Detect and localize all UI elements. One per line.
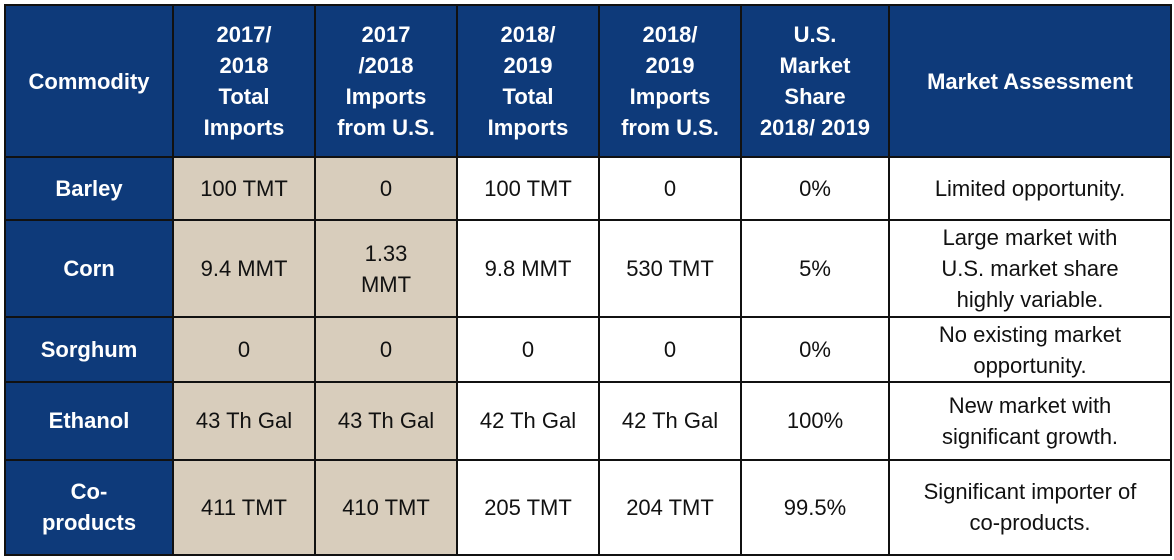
- commodity-cell: Sorghum: [4, 316, 174, 384]
- us-imports-2018-2019-cell-line: 0: [663, 337, 677, 363]
- table-row: Ethanol 43 Th Gal 43 Th Gal 42 Th Gal 42 Th …: [4, 381, 1172, 461]
- us-imports-2017-2018-cell-line: 43 Th Gal: [337, 408, 435, 434]
- market-assessment-cell-line: Limited opportunity.: [934, 175, 1126, 201]
- market-assessment-cell: No existing market opportunity.: [888, 316, 1172, 384]
- market-assessment-cell-line: Significant importer of: [923, 479, 1137, 505]
- us-imports-2017-2018-cell: 0: [314, 156, 458, 221]
- us-imports-2018-2019-cell: 204 TMT: [598, 458, 742, 557]
- us-imports-2018-2019-cell-line: 204 TMT: [626, 494, 714, 520]
- total-imports-2017-2018-cell: 100 TMT: [172, 156, 316, 221]
- us-imports-2017-2018-cell: 0: [314, 316, 458, 384]
- total-imports-2017-2018-cell-line: 411 TMT: [201, 494, 287, 520]
- commodity-cell: Barley: [4, 156, 174, 221]
- total-imports-2018-2019-cell: 0: [456, 316, 600, 384]
- total-imports-2018-2019-cell-line: 42 Th Gal: [479, 408, 577, 434]
- total-imports-2017-2018-cell-line: 9.4 MMT: [200, 256, 288, 282]
- us-imports-2017-2018-cell: 410 TMT: [314, 458, 458, 557]
- us-imports-2018-2019-cell-line: 0: [663, 175, 677, 201]
- header-us-imports-2018-2019: 2018/ 2019 Imports from U.S.: [598, 4, 742, 158]
- total-imports-2018-2019-cell-line: 9.8 MMT: [484, 256, 572, 282]
- market-assessment-cell-line: U.S. market share: [941, 256, 1119, 282]
- us-imports-2017-2018-cell-line: 1.33: [364, 240, 408, 266]
- commodity-cell: Co-products: [4, 458, 174, 557]
- total-imports-2018-2019-cell: 205 TMT: [456, 458, 600, 557]
- table-row: Co-products 411 TMT 410 TMT 205 TMT 204 TMT 9…: [4, 458, 1172, 557]
- us-imports-2018-2019-cell: 0: [598, 156, 742, 221]
- us-market-share-cell-line: 99.5%: [783, 494, 847, 520]
- us-imports-2017-2018-cell-line: MMT: [360, 271, 412, 297]
- total-imports-2018-2019-cell-line: 0: [521, 337, 535, 363]
- total-imports-2017-2018-cell-line: 0: [237, 337, 251, 363]
- header-us-market-share: U.S. Market Share 2018/ 2019: [740, 4, 890, 158]
- commodity-cell: Corn: [4, 218, 174, 319]
- header-market-assessment: Market Assessment: [888, 4, 1172, 158]
- us-imports-2017-2018-cell-line: 410 TMT: [342, 494, 430, 520]
- total-imports-2018-2019-cell: 42 Th Gal: [456, 381, 600, 461]
- market-assessment-cell: Limited opportunity.: [888, 156, 1172, 221]
- total-imports-2017-2018-cell-line: 43 Th Gal: [195, 408, 293, 434]
- commodity-cell-line: Corn: [63, 256, 115, 282]
- total-imports-2018-2019-cell: 9.8 MMT: [456, 218, 600, 319]
- table-row: Sorghum 0 0 0 0 0% No existing market opportuni…: [4, 316, 1172, 384]
- total-imports-2018-2019-cell-line: 205 TMT: [484, 494, 572, 520]
- market-assessment-cell-line: New market with: [948, 392, 1112, 418]
- market-assessment-cell: Large market with U.S. market share highly…: [888, 218, 1172, 319]
- commodity-cell-line: Barley: [55, 175, 123, 201]
- commodity-cell-line: Sorghum: [40, 337, 138, 363]
- market-assessment-cell: New market with significant growth.: [888, 381, 1172, 461]
- us-market-share-cell: 99.5%: [740, 458, 890, 557]
- market-assessment-cell-line: Large market with: [942, 225, 1118, 251]
- us-market-share-cell-line: 5%: [799, 256, 831, 282]
- us-imports-2018-2019-cell: 0: [598, 316, 742, 384]
- header-us-imports-2017-2018: 2017 /2018 Imports from U.S.: [314, 4, 458, 158]
- us-market-share-cell: 0%: [740, 156, 890, 221]
- market-assessment-cell-line: highly variable.: [956, 287, 1104, 313]
- total-imports-2017-2018-cell: 0: [172, 316, 316, 384]
- us-market-share-cell: 0%: [740, 316, 890, 384]
- market-assessment-cell-line: significant growth.: [941, 423, 1119, 449]
- us-imports-2018-2019-cell-line: 42 Th Gal: [621, 408, 719, 434]
- market-assessment-cell-line: No existing market: [938, 321, 1122, 347]
- total-imports-2017-2018-cell-line: 100 TMT: [200, 175, 288, 201]
- header-total-imports-2017-2018: 2017/ 2018 Total Imports: [172, 4, 316, 158]
- commodity-cell-line: products: [41, 510, 137, 536]
- market-assessment-cell-line: co-products.: [969, 510, 1091, 536]
- market-assessment-cell: Significant importer of co-products.: [888, 458, 1172, 557]
- us-market-share-cell-line: 0%: [799, 175, 831, 201]
- us-imports-2018-2019-cell: 42 Th Gal: [598, 381, 742, 461]
- total-imports-2017-2018-cell: 43 Th Gal: [172, 381, 316, 461]
- us-imports-2018-2019-cell-line: 530 TMT: [626, 256, 714, 282]
- us-market-share-cell-line: 100%: [786, 408, 844, 434]
- us-imports-2017-2018-cell-line: 0: [379, 337, 393, 363]
- us-imports-2017-2018-cell: 43 Th Gal: [314, 381, 458, 461]
- commodity-cell-line: Co-: [70, 479, 108, 505]
- total-imports-2017-2018-cell: 411 TMT: [172, 458, 316, 557]
- table-row: Barley 100 TMT 0 100 TMT 0 0% Limited opportun…: [4, 156, 1172, 221]
- market-assessment-cell-line: opportunity.: [973, 352, 1087, 378]
- header-commodity: Commodity: [4, 4, 174, 158]
- commodity-cell-line: Ethanol: [48, 408, 130, 434]
- header-row: Commodity 2017/ 2018 Total Imports 2017 …: [4, 4, 1172, 158]
- us-market-share-cell: 5%: [740, 218, 890, 319]
- us-imports-2017-2018-cell-line: 0: [379, 175, 393, 201]
- us-market-share-cell-line: 0%: [799, 337, 831, 363]
- total-imports-2018-2019-cell-line: 100 TMT: [484, 175, 572, 201]
- us-imports-2017-2018-cell: 1.33 MMT: [314, 218, 458, 319]
- total-imports-2017-2018-cell: 9.4 MMT: [172, 218, 316, 319]
- commodity-cell: Ethanol: [4, 381, 174, 461]
- us-imports-2018-2019-cell: 530 TMT: [598, 218, 742, 319]
- total-imports-2018-2019-cell: 100 TMT: [456, 156, 600, 221]
- commodity-imports-table: Commodity 2017/ 2018 Total Imports 2017 …: [4, 4, 1172, 557]
- header-total-imports-2018-2019: 2018/ 2019 Total Imports: [456, 4, 600, 158]
- table-body: Barley 100 TMT 0 100 TMT 0 0% Limited opportun…: [4, 156, 1172, 557]
- table-row: Corn 9.4 MMT 1.33 MMT 9.8 MMT 530 TMT 5% Large …: [4, 218, 1172, 319]
- us-market-share-cell: 100%: [740, 381, 890, 461]
